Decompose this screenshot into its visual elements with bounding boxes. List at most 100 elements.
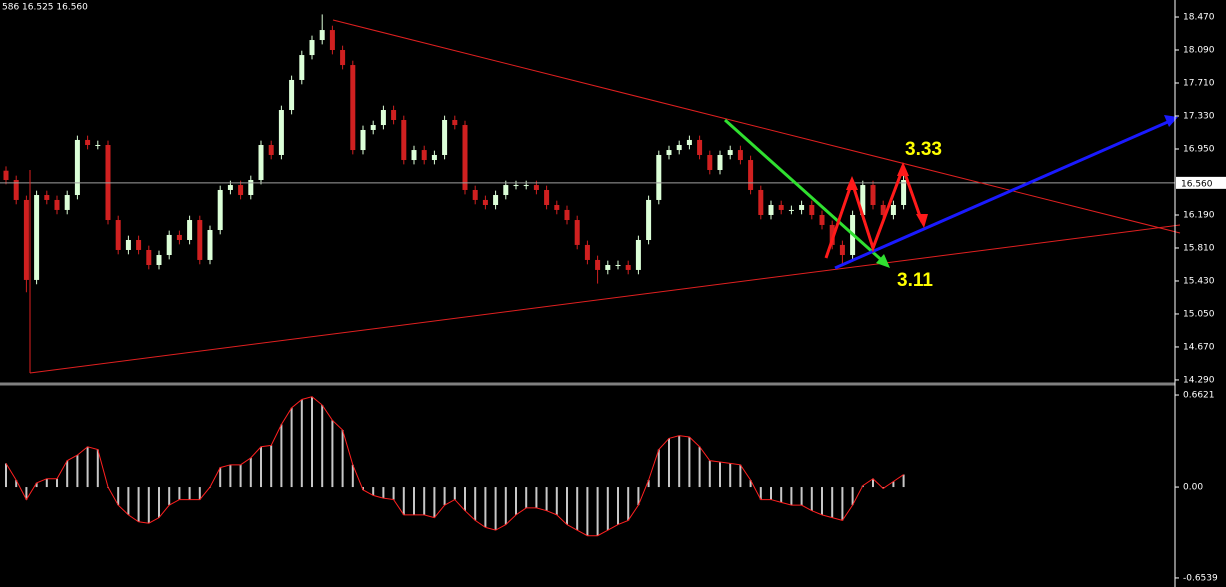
candle-body [615, 265, 621, 267]
candle-body [3, 170, 9, 180]
candle-body [768, 205, 774, 215]
histogram-bar [229, 464, 232, 488]
histogram-bar [627, 487, 630, 521]
candle-body [584, 244, 590, 260]
histogram-bar [15, 480, 18, 488]
histogram-bar [719, 462, 721, 488]
candle-body [554, 205, 560, 210]
candle-body [74, 139, 80, 196]
y-tick-label: 17.710 [1183, 79, 1215, 89]
histogram-bar [688, 437, 691, 488]
candle-body [574, 220, 580, 245]
candle-body [676, 145, 682, 151]
candle-body [462, 125, 468, 190]
candle-body [380, 110, 386, 126]
candle-body [23, 199, 29, 280]
y-tick-label: 0.00 [1183, 483, 1203, 493]
candle-body [207, 230, 213, 260]
drawings [29, 19, 1181, 374]
candle-body [54, 199, 60, 210]
candle-body [727, 150, 733, 155]
histogram-bar [566, 487, 568, 525]
histogram-bar [66, 460, 69, 488]
histogram-bar [586, 487, 589, 536]
histogram-bar [525, 487, 528, 508]
candle-body [595, 259, 601, 270]
histogram-bar [168, 487, 171, 506]
zigzag-arrow [824, 163, 924, 259]
candle-body [44, 195, 50, 200]
candle-body [860, 185, 866, 215]
candle-body [370, 125, 376, 130]
candle-body [758, 189, 764, 215]
candle-body [809, 205, 815, 215]
candle-body [635, 239, 641, 270]
histogram-bar [178, 487, 181, 500]
annotation: 3.33 [905, 139, 942, 160]
candle-body [289, 79, 295, 111]
candle-body [605, 265, 611, 270]
histogram-bar [239, 464, 242, 488]
histogram-bar [892, 481, 895, 488]
candle-body [870, 185, 876, 206]
histogram-bar [606, 487, 609, 531]
y-tick-label: 14.670 [1183, 342, 1215, 352]
candle-body [319, 30, 325, 41]
candle-body [217, 189, 223, 231]
histogram-bar [668, 438, 670, 488]
histogram-bar [474, 487, 477, 521]
trendline [29, 224, 1181, 374]
candle-body [686, 139, 692, 146]
histogram-bar [341, 430, 344, 488]
histogram-bar [5, 463, 7, 488]
histogram-bar [596, 487, 599, 536]
candle-body [238, 185, 244, 196]
histogram-bar [443, 487, 446, 506]
candle-body [329, 30, 335, 51]
histogram-bar [759, 487, 762, 500]
histogram-bar [25, 487, 28, 500]
candle-body [513, 185, 519, 187]
histogram-bar [657, 449, 660, 488]
histogram-bar [372, 487, 375, 496]
histogram-bar [96, 449, 99, 488]
histogram-bar [739, 464, 742, 488]
histogram-bar [249, 457, 252, 488]
histogram-bar [494, 487, 497, 531]
trendline [332, 19, 1181, 234]
candle-body [880, 205, 886, 215]
candle-body [340, 50, 346, 66]
histogram-bar [851, 487, 854, 506]
histogram-bar [576, 487, 579, 531]
candle-body [503, 185, 509, 196]
candle-body [493, 195, 499, 206]
histogram-bar [810, 487, 813, 511]
candle-body [564, 209, 570, 221]
y-tick-label: 0.6621 [1183, 391, 1215, 401]
y-tick-label: 15.810 [1183, 243, 1215, 253]
candle-body [125, 239, 131, 250]
candle-body [431, 154, 437, 161]
candle-body [197, 220, 203, 260]
histogram-bar [351, 464, 354, 488]
candle-body [411, 150, 417, 161]
histogram-bar [841, 487, 844, 521]
histogram-bar [872, 478, 874, 488]
histogram-bar [413, 487, 415, 515]
histogram-bar [117, 487, 120, 506]
current-price-label: 16.560 [1181, 179, 1213, 189]
candle-body [146, 249, 152, 266]
arrow-head [846, 176, 858, 190]
y-tick-label: 15.050 [1183, 309, 1215, 319]
histogram-bar [433, 487, 436, 518]
candle-body [839, 244, 845, 256]
histogram-bar [331, 420, 334, 488]
candle-body [666, 150, 672, 155]
candle-body [166, 234, 172, 256]
histogram-bar [423, 487, 426, 515]
candle-body [227, 185, 233, 190]
candle-body [544, 189, 550, 206]
histogram-bar [290, 407, 293, 488]
candle-body [646, 199, 652, 240]
